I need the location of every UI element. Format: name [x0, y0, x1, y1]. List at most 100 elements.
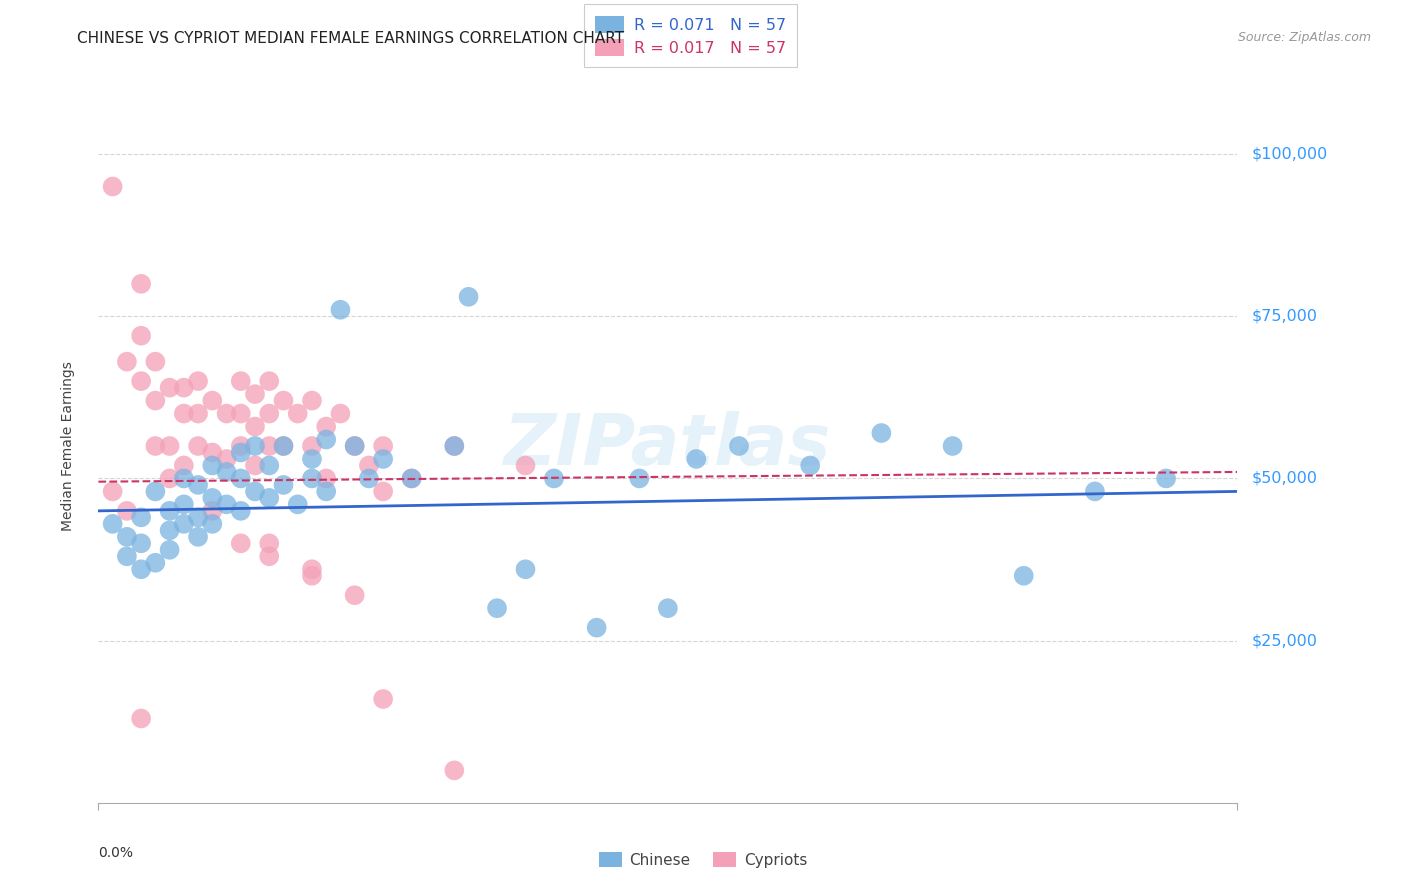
Point: [243, 458, 266, 473]
Point: [159, 381, 181, 395]
Point: [229, 504, 252, 518]
Point: [371, 692, 394, 706]
Point: [315, 484, 337, 499]
Point: [942, 439, 965, 453]
Point: [145, 484, 167, 499]
Point: [173, 407, 195, 421]
Point: [201, 516, 224, 531]
Point: [357, 458, 380, 473]
Point: [101, 179, 124, 194]
Point: [443, 439, 465, 453]
Point: [343, 439, 366, 453]
Point: [259, 374, 281, 388]
Text: $75,000: $75,000: [1251, 309, 1317, 324]
Point: [401, 471, 423, 485]
Point: [443, 764, 465, 778]
Point: [301, 471, 323, 485]
Point: [685, 452, 707, 467]
Point: [229, 471, 252, 485]
Point: [329, 407, 352, 421]
Point: [543, 471, 565, 485]
Point: [201, 491, 224, 505]
Point: [129, 536, 152, 550]
Point: [515, 458, 537, 473]
Point: [259, 439, 281, 453]
Point: [259, 407, 281, 421]
Y-axis label: Median Female Earnings: Median Female Earnings: [60, 361, 75, 531]
Point: [243, 484, 266, 499]
Point: [187, 478, 209, 492]
Point: [357, 471, 380, 485]
Point: [229, 407, 252, 421]
Text: $100,000: $100,000: [1251, 146, 1327, 161]
Point: [145, 354, 167, 368]
Point: [159, 542, 181, 557]
Point: [259, 491, 281, 505]
Point: [129, 510, 152, 524]
Point: [259, 549, 281, 564]
Point: [371, 439, 394, 453]
Text: CHINESE VS CYPRIOT MEDIAN FEMALE EARNINGS CORRELATION CHART: CHINESE VS CYPRIOT MEDIAN FEMALE EARNING…: [77, 31, 624, 46]
Point: [159, 524, 181, 538]
Point: [287, 407, 309, 421]
Point: [145, 556, 167, 570]
Point: [173, 516, 195, 531]
Point: [243, 387, 266, 401]
Point: [243, 419, 266, 434]
Point: [343, 588, 366, 602]
Point: [486, 601, 509, 615]
Point: [315, 433, 337, 447]
Point: [201, 445, 224, 459]
Text: $50,000: $50,000: [1251, 471, 1317, 486]
Point: [1084, 484, 1107, 499]
Point: [443, 439, 465, 453]
Point: [515, 562, 537, 576]
Point: [329, 302, 352, 317]
Point: [301, 568, 323, 582]
Point: [187, 530, 209, 544]
Point: [159, 439, 181, 453]
Point: [101, 516, 124, 531]
Text: $25,000: $25,000: [1251, 633, 1317, 648]
Point: [129, 328, 152, 343]
Text: ZIPatlas: ZIPatlas: [505, 411, 831, 481]
Point: [173, 381, 195, 395]
Point: [173, 471, 195, 485]
Point: [187, 407, 209, 421]
Point: [115, 354, 138, 368]
Point: [343, 439, 366, 453]
Point: [273, 478, 295, 492]
Point: [401, 471, 423, 485]
Point: [301, 439, 323, 453]
Point: [145, 439, 167, 453]
Point: [129, 374, 152, 388]
Point: [870, 425, 893, 440]
Point: [159, 504, 181, 518]
Point: [301, 393, 323, 408]
Point: [201, 504, 224, 518]
Point: [201, 393, 224, 408]
Point: [1154, 471, 1177, 485]
Point: [457, 290, 479, 304]
Point: [215, 407, 238, 421]
Point: [129, 277, 152, 291]
Point: [1012, 568, 1035, 582]
Point: [259, 536, 281, 550]
Point: [229, 445, 252, 459]
Point: [585, 621, 607, 635]
Point: [159, 471, 181, 485]
Point: [129, 562, 152, 576]
Point: [115, 530, 138, 544]
Point: [315, 419, 337, 434]
Point: [229, 374, 252, 388]
Point: [371, 452, 394, 467]
Point: [301, 452, 323, 467]
Point: [115, 549, 138, 564]
Point: [187, 439, 209, 453]
Point: [728, 439, 751, 453]
Text: Source: ZipAtlas.com: Source: ZipAtlas.com: [1237, 31, 1371, 45]
Point: [129, 711, 152, 725]
Point: [799, 458, 821, 473]
Point: [173, 497, 195, 511]
Point: [201, 458, 224, 473]
